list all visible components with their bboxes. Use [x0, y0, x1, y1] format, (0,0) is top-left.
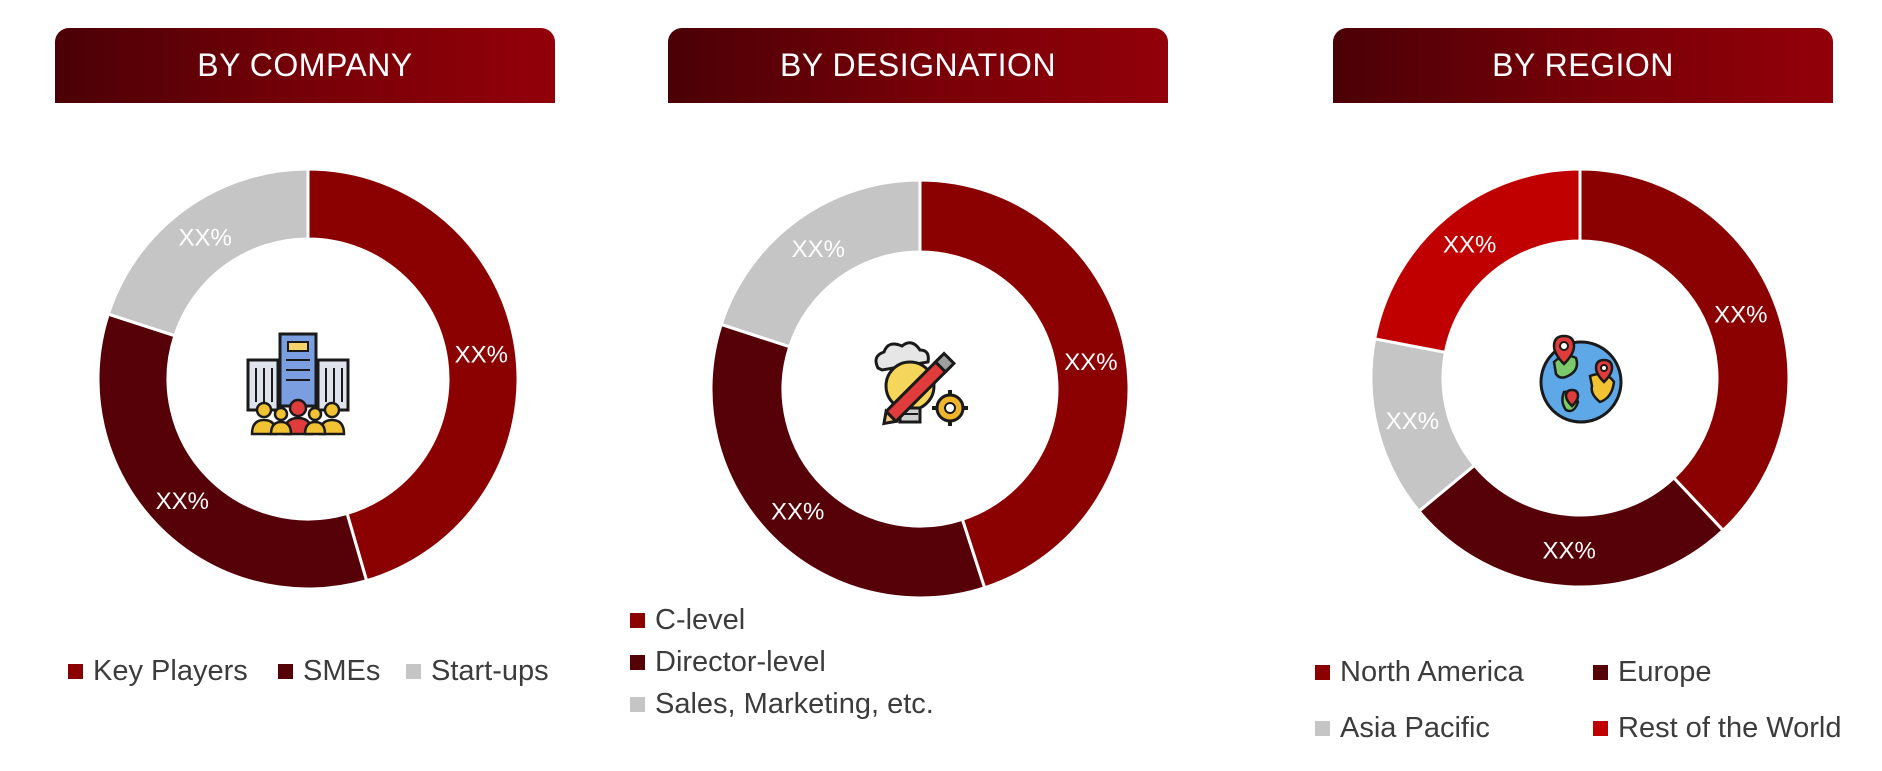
legend-item-director-level: Director-level [630, 646, 826, 679]
legend-label: Rest of the World [1618, 712, 1842, 744]
slice-data-label-director-level: XX% [771, 498, 824, 525]
legend-swatch [1315, 665, 1330, 680]
idea-bulb-pencil-gear-icon [874, 341, 968, 426]
legend-item-c-level: C-level [630, 604, 745, 637]
donut-slice-key-players [306, 167, 520, 583]
legend-swatch [630, 697, 645, 712]
legend-item-rest-of-world: Rest of the World [1593, 712, 1842, 745]
slice-data-label-europe: XX% [1542, 538, 1595, 565]
legend-label: Director-level [655, 646, 826, 678]
slice-data-label-north-america: XX% [1714, 301, 1767, 328]
panel-by-company: BY COMPANY XX% XX% XX% Key Players SMEs St… [0, 0, 620, 771]
donut-chart-designation: XX% XX% XX% [709, 178, 1131, 600]
donut-chart-region: XX% XX% XX% XX% [1369, 167, 1791, 589]
legend-swatch [68, 664, 83, 679]
slice-data-label-c-level: XX% [1064, 349, 1117, 376]
donut-slice-north-america [1578, 167, 1791, 533]
donut-slice-director-level [709, 322, 987, 600]
donut-chart-company: XX% XX% XX% [96, 167, 520, 591]
donut-slice-start-ups [106, 167, 310, 338]
donut-slice-c-level [918, 178, 1131, 590]
legend-swatch [1315, 721, 1330, 736]
legend-item-europe: Europe [1593, 656, 1712, 689]
slice-data-label-start-ups: XX% [178, 224, 231, 251]
panel-title: BY COMPANY [55, 28, 555, 103]
legend-label: Start-ups [431, 655, 549, 687]
legend-swatch [630, 613, 645, 628]
legend-swatch [630, 655, 645, 670]
legend-label: C-level [655, 604, 746, 636]
donut-slice-smes [96, 312, 369, 591]
legend-swatch [406, 664, 421, 679]
legend-item-key-players: Key Players [68, 655, 248, 688]
legend-swatch [1593, 665, 1608, 680]
slice-data-label-smes: XX% [156, 488, 209, 515]
legend-swatch [278, 664, 293, 679]
slice-data-label-asia-pacific: XX% [1386, 408, 1439, 435]
legend-label: North America [1340, 656, 1524, 688]
legend-label: Europe [1618, 656, 1712, 688]
legend-label: Sales, Marketing, etc. [655, 688, 934, 720]
panel-by-designation: BY DESIGNATION XX% XX% XX% C-level Directo… [620, 0, 1240, 771]
legend-item-north-america: North America [1315, 656, 1524, 689]
legend-item-start-ups: Start-ups [406, 655, 549, 688]
legend-label: SMEs [303, 655, 381, 687]
legend-label: Key Players [93, 655, 248, 687]
slice-data-label-rest-of-the-world: XX% [1443, 232, 1496, 259]
slice-data-label-sales-marketing-etc: XX% [792, 236, 845, 263]
donut-slice-rest-of-the-world [1372, 167, 1582, 355]
legend-item-smes: SMEs [278, 655, 380, 688]
legend-swatch [1593, 721, 1608, 736]
corporate-building-people-icon [246, 332, 350, 436]
panel-title: BY DESIGNATION [668, 28, 1168, 103]
donut-slice-sales-marketing-etc [719, 178, 922, 349]
donut-slice-europe [1416, 463, 1726, 589]
panel-by-region: BY REGION XX% XX% XX% XX% North America Eur… [1240, 0, 1882, 771]
globe-map-pins-icon [1539, 334, 1623, 424]
slice-data-label-key-players: XX% [455, 341, 508, 368]
legend-item-sales-marketing: Sales, Marketing, etc. [630, 688, 934, 721]
legend-label: Asia Pacific [1340, 712, 1490, 744]
panel-title: BY REGION [1333, 28, 1833, 103]
legend-item-asia-pacific: Asia Pacific [1315, 712, 1490, 745]
